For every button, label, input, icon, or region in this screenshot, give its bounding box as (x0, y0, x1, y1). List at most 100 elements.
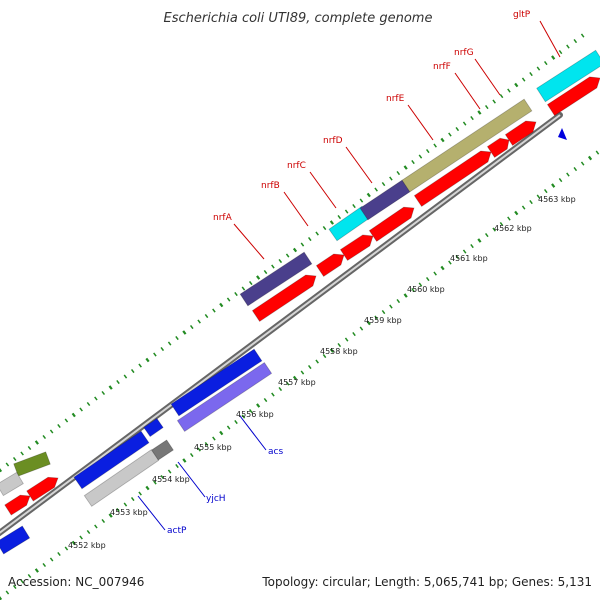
outer-tick (359, 198, 364, 203)
inner-tick (27, 573, 32, 579)
inner-tick (366, 320, 371, 326)
callout-nrfE (407, 104, 434, 141)
gene-label-nrfE: nrfE (386, 94, 405, 104)
inner-tick (566, 172, 570, 177)
inner-tick (226, 425, 231, 430)
gene-olive (13, 451, 51, 477)
inner-tick (374, 315, 378, 320)
inner-tick (359, 326, 364, 331)
kbp-label-4562: 4562 kbp (494, 224, 532, 233)
inner-tick (263, 397, 268, 403)
outer-tick (425, 148, 430, 154)
gene-red-edge-2 (26, 476, 59, 502)
inner-tick (322, 353, 327, 359)
inner-tick (440, 265, 445, 271)
inner-tick (219, 430, 224, 436)
inner-tick (34, 568, 39, 573)
inner-tick (529, 200, 533, 205)
outer-tick (57, 423, 61, 429)
inner-tick (212, 436, 216, 441)
gene-label-acs: acs (268, 447, 283, 457)
inner-tick (256, 403, 261, 408)
outer-tick (566, 44, 570, 49)
outer-tick (300, 242, 305, 247)
inner-tick (94, 524, 98, 529)
inner-tick (160, 474, 165, 480)
inner-tick (20, 579, 24, 584)
callout-nrfD (345, 146, 373, 184)
kbp-label-4556: 4556 kbp (236, 410, 274, 419)
inner-tick (234, 419, 238, 425)
gene-red-2 (315, 253, 345, 277)
inner-tick (521, 205, 526, 210)
gene-label-nrfB: nrfB (261, 181, 280, 191)
outer-tick (86, 401, 91, 407)
inner-tick (403, 293, 408, 298)
outer-tick (182, 330, 187, 335)
outer-tick (5, 462, 10, 467)
gene-actP (83, 449, 160, 507)
gene-grey-edge (0, 471, 24, 497)
outer-tick (101, 390, 106, 396)
outer-tick (64, 418, 69, 423)
outer-tick (455, 126, 460, 132)
inner-tick (507, 216, 511, 221)
inner-tick (0, 596, 3, 600)
outer-tick (138, 363, 142, 368)
outer-tick (499, 93, 504, 99)
inner-tick (189, 452, 194, 458)
outer-tick (153, 352, 157, 357)
inner-tick (587, 155, 593, 161)
outer-tick (241, 286, 246, 291)
gene-gltP (536, 49, 600, 103)
outer-tick (307, 236, 312, 242)
inner-tick (130, 496, 135, 502)
outer-tick (448, 132, 452, 137)
inner-tick (352, 331, 356, 337)
inner-tick (573, 167, 578, 172)
gene-blue-small (143, 417, 164, 438)
inner-tick (300, 370, 305, 375)
callout-nrfB (283, 191, 309, 227)
inner-tick (381, 309, 386, 315)
outer-tick (536, 66, 541, 71)
outer-tick (411, 159, 415, 165)
inner-tick (138, 491, 142, 496)
outer-tick (507, 88, 511, 93)
callout-actP (137, 495, 166, 531)
kbp-label-4559: 4559 kbp (364, 316, 402, 325)
kbp-label-4553: 4553 kbp (110, 508, 148, 517)
inner-tick (514, 210, 519, 216)
outer-tick (71, 412, 76, 418)
outer-tick (374, 187, 378, 192)
inner-tick (492, 227, 496, 232)
inner-tick (477, 238, 482, 243)
outer-tick (42, 434, 47, 440)
gene-label-nrfG: nrfG (454, 48, 474, 58)
inner-tick (108, 513, 113, 518)
gene-red-3 (339, 234, 374, 261)
inner-tick (42, 562, 47, 568)
outer-tick (322, 225, 327, 231)
outer-tick (204, 313, 209, 319)
outer-tick (197, 319, 201, 324)
kbp-label-4558: 4558 kbp (320, 347, 358, 356)
outer-tick (543, 61, 548, 66)
outer-tick (0, 468, 3, 473)
outer-tick (123, 374, 128, 379)
callout-gltP (539, 20, 561, 58)
kbp-label-4560: 4560 kbp (407, 285, 445, 294)
gene-acs (176, 362, 273, 432)
outer-tick (440, 137, 445, 143)
inner-tick (315, 359, 319, 364)
outer-tick (381, 181, 386, 187)
outer-tick (329, 220, 334, 225)
inner-tick (116, 507, 120, 513)
outer-tick (470, 115, 474, 121)
outer-tick (130, 368, 135, 374)
gene-label-nrfF: nrfF (433, 62, 451, 72)
outer-tick (580, 33, 585, 38)
outer-tick (145, 357, 150, 363)
map-title: Escherichia coli UTI89, complete genome (164, 11, 433, 26)
